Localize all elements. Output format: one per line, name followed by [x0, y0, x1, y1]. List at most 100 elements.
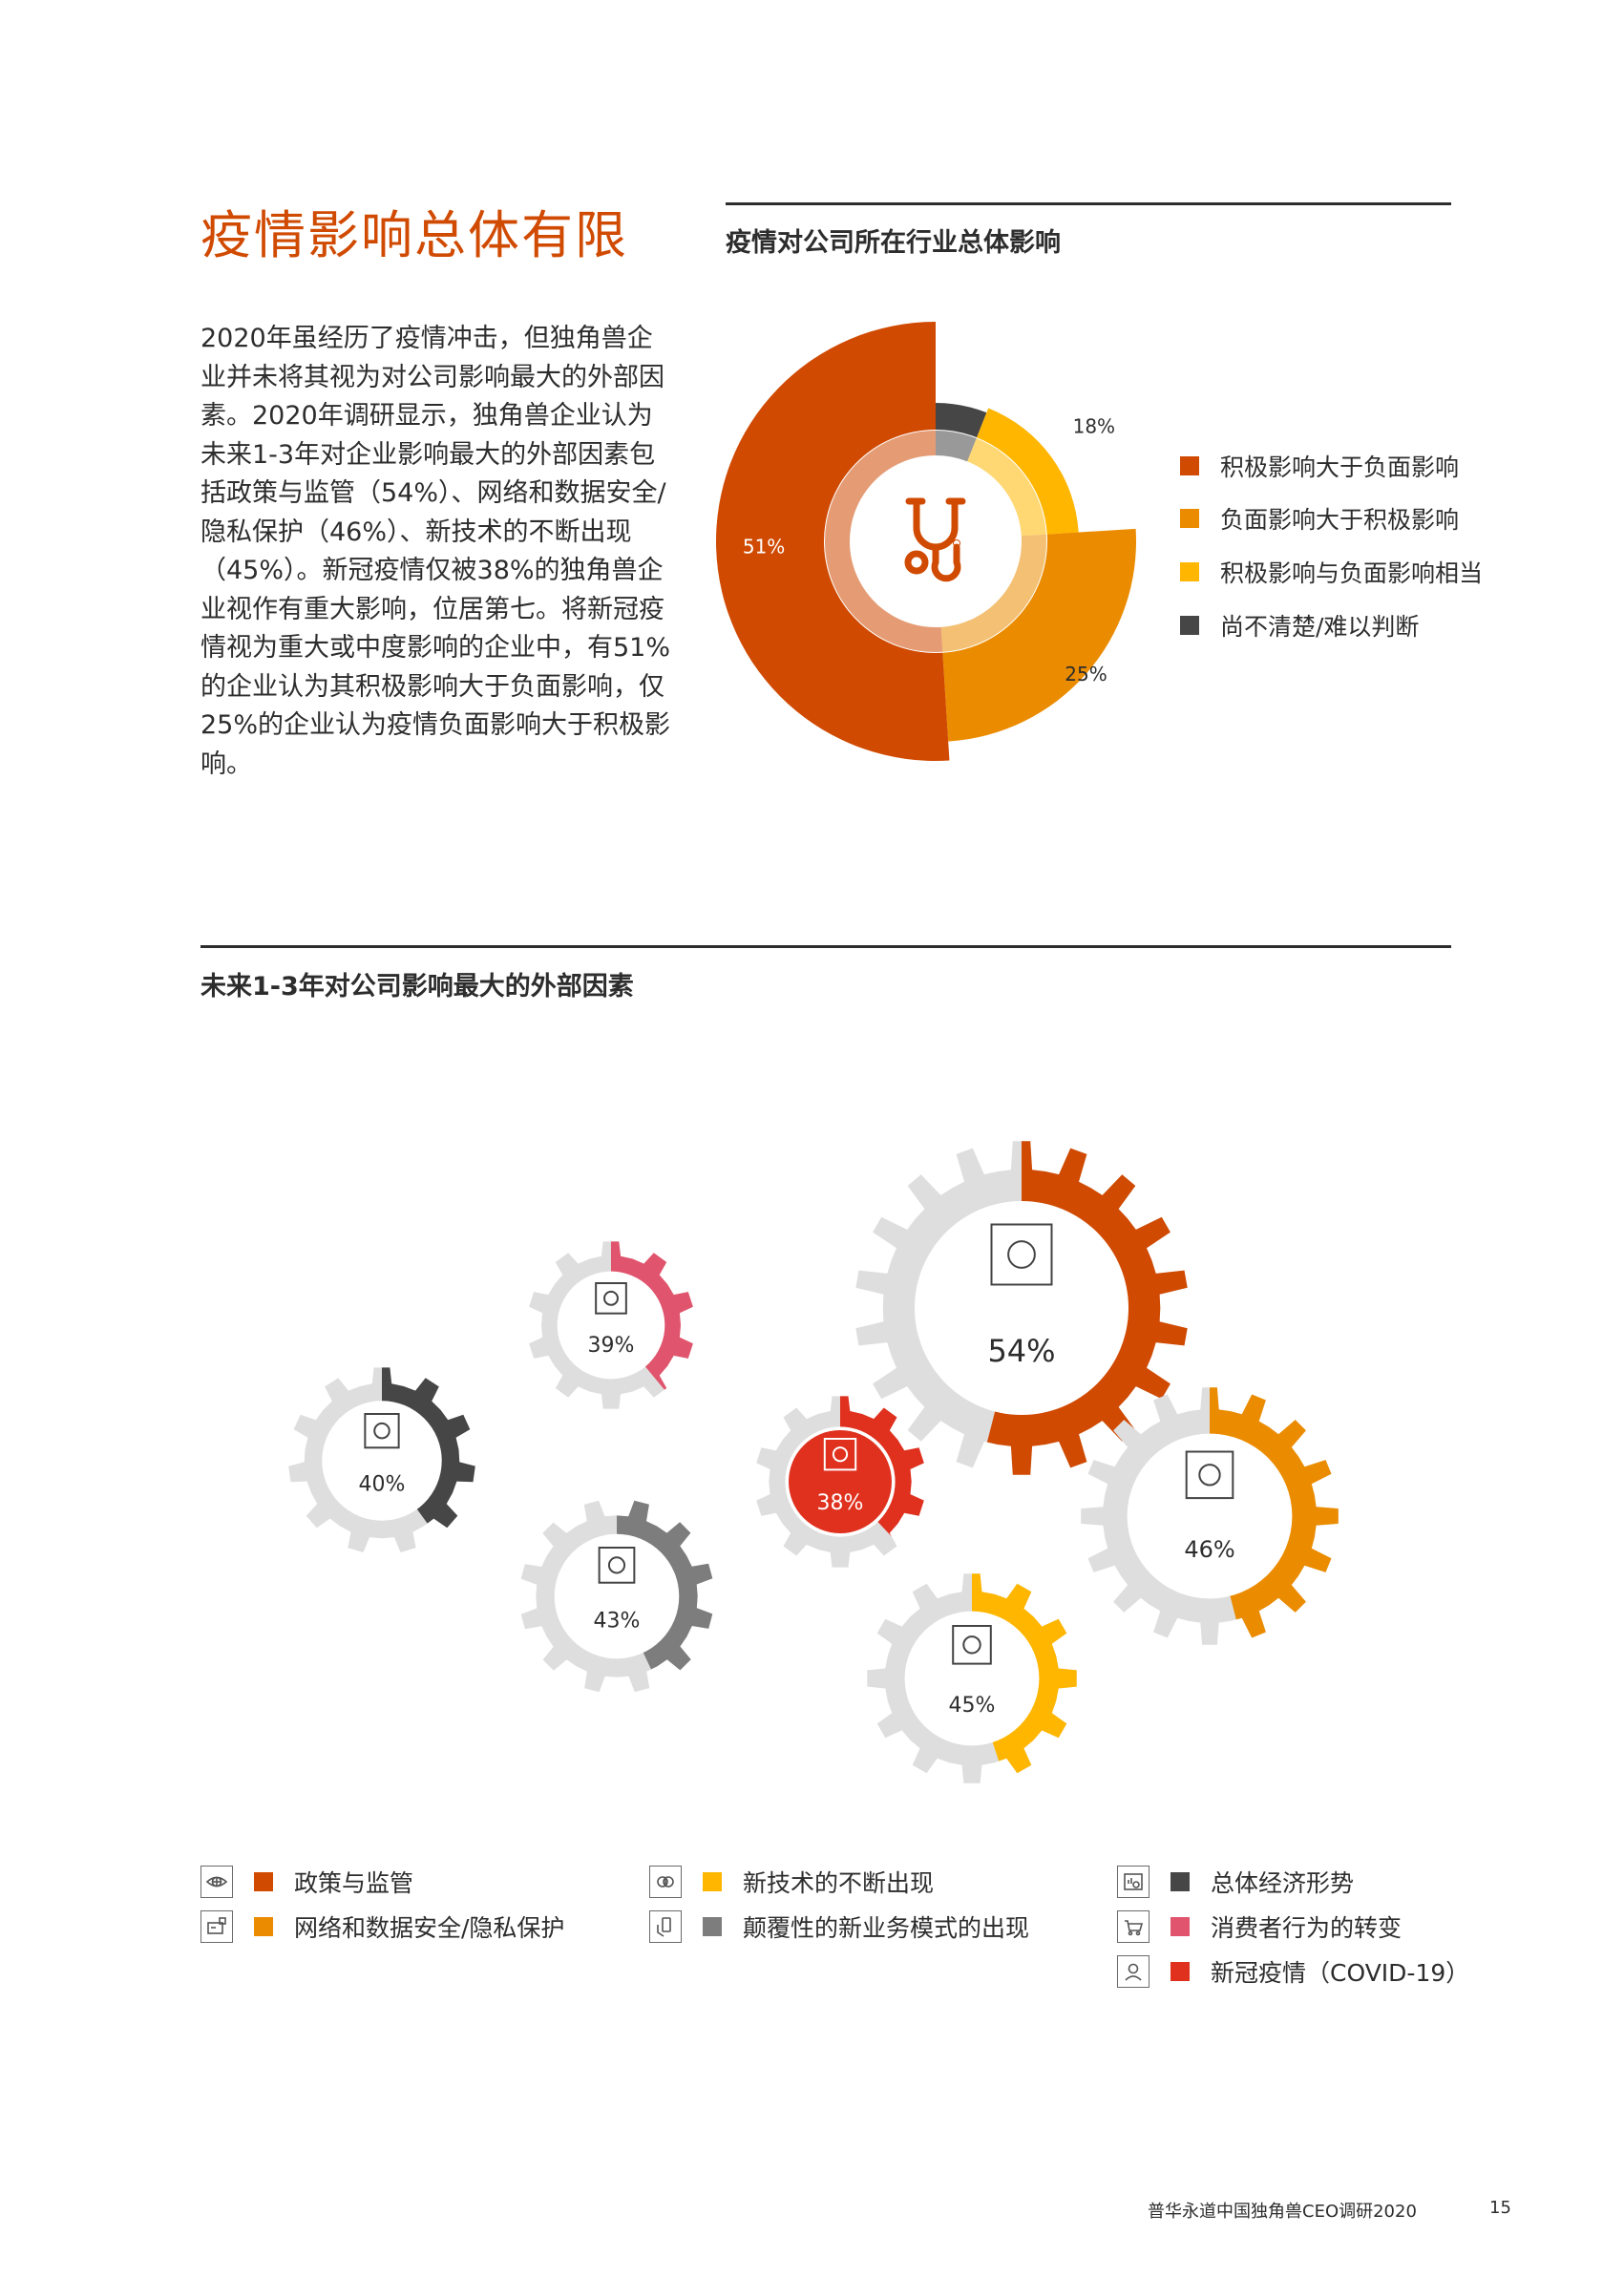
security-card-icon: [1185, 1450, 1234, 1500]
gear-hole: [554, 1533, 680, 1659]
gear-badge: [789, 1430, 892, 1533]
gear-6: 39%: [529, 1241, 693, 1409]
doctor-icon: [1117, 1955, 1149, 1988]
legend-swatch: [703, 1917, 722, 1936]
stethoscope-icon: [904, 497, 966, 582]
legend-swatch: [254, 1917, 273, 1936]
eye-icon: [990, 1223, 1053, 1286]
gear-value-label: 39%: [588, 1334, 635, 1358]
gear-legend-item-security: 网络和数据安全/隐私保护: [200, 1909, 564, 1944]
donut-slice: [977, 408, 1079, 535]
gear-legend-item-tech: 新技术的不断出现: [649, 1865, 934, 1899]
icon-detail: [1198, 1464, 1221, 1487]
icon-detail: [603, 1290, 619, 1306]
gear-hole: [1127, 1433, 1293, 1599]
gear-fill: [611, 1241, 693, 1409]
gear-4: 43%: [520, 1500, 713, 1693]
legend-swatch: [1180, 562, 1199, 581]
legend-swatch: [254, 1872, 273, 1891]
donut-inner-ring: [936, 431, 977, 462]
gear-fill: [840, 1396, 924, 1564]
legend-swatch: [1171, 1872, 1190, 1891]
gear-1: 54%: [855, 1141, 1188, 1475]
gear-legend-item-covid: 新冠疫情（COVID-19）: [1117, 1954, 1469, 1989]
gear-fill: [617, 1500, 713, 1693]
donut-inner-ring: [967, 438, 1046, 537]
donut-value-label: 6%: [957, 343, 987, 366]
brain-chip-icon: [649, 1866, 682, 1898]
shopping-cart-icon: [1117, 1910, 1149, 1943]
chart-magnifier-icon: [364, 1413, 400, 1449]
legend-label: 积极影响大于负面影响: [1220, 453, 1460, 481]
legend-label: 积极影响与负面影响相当: [1220, 559, 1484, 587]
icon-detail: [373, 1422, 390, 1440]
gear-hole: [904, 1611, 1040, 1746]
legend-label: 负面影响大于积极影响: [1220, 506, 1460, 534]
gear-legend-item-policy: 政策与监管: [200, 1865, 413, 1899]
donut-chart: 6% 18% 25% 51%: [715, 322, 1136, 761]
legend-label: 总体经济形势: [1211, 1869, 1355, 1897]
gear-hole: [915, 1201, 1128, 1415]
donut-value-label: 51%: [743, 536, 785, 559]
legend-item-equal: 积极影响与负面影响相当: [1180, 555, 1483, 589]
legend-label: 新冠疫情（COVID-19）: [1211, 1959, 1470, 1987]
gear-legend-item-economy: 总体经济形势: [1117, 1865, 1354, 1899]
page-number: 15: [1489, 2198, 1511, 2218]
legend-swatch: [1180, 456, 1199, 475]
intro-paragraph: 2020年虽经历了疫情冲击，但独角兽企业并未将其视为对公司影响最大的外部因素。2…: [200, 324, 671, 779]
donut-inner-ring: [940, 534, 1046, 652]
legend-label: 网络和数据安全/隐私保护: [294, 1914, 565, 1942]
gear-legend-item-disruption: 颠覆性的新业务模式的出现: [649, 1909, 1029, 1944]
phone-hand-icon: [598, 1547, 636, 1584]
donut-section-rule: [726, 202, 1451, 205]
donut-hole: [851, 456, 1021, 626]
legend-label: 新技术的不断出现: [743, 1869, 935, 1897]
legend-swatch: [1180, 616, 1199, 635]
gear-value-label: 38%: [817, 1491, 864, 1515]
icon-detail: [962, 1635, 981, 1655]
page-title: 疫情影响总体有限: [200, 205, 628, 265]
donut-slice: [936, 403, 987, 438]
legend-label: 颠覆性的新业务模式的出现: [743, 1914, 1030, 1942]
gear-value-label: 45%: [949, 1694, 996, 1718]
legend-item-unclear: 尚不清楚/难以判断: [1180, 608, 1419, 643]
gear-value-label: 40%: [359, 1472, 406, 1496]
gear-value-label: 43%: [594, 1610, 641, 1634]
donut-value-label: 25%: [1065, 663, 1107, 686]
donut-slice: [715, 322, 950, 761]
gear-value-label: 54%: [987, 1333, 1055, 1369]
shopping-cart-icon: [595, 1282, 627, 1315]
gear-fill: [382, 1367, 475, 1552]
gear-5: 40%: [288, 1367, 475, 1552]
icon-detail: [832, 1446, 849, 1463]
gear-legend-item-consumer: 消费者行为的转变: [1117, 1909, 1402, 1944]
brain-chip-icon: [952, 1625, 992, 1665]
chart-magnifier-icon: [1117, 1866, 1149, 1898]
gears-chart: 54% 46% 45% 43% 40% 39% 38%: [288, 1141, 1339, 1783]
gears-chart-title: 未来1-3年对公司影响最大的外部因素: [200, 972, 634, 1002]
donut-chart-title: 疫情对公司所在行业总体影响: [726, 228, 1061, 258]
security-card-icon: [200, 1910, 233, 1943]
gear-fill: [972, 1573, 1077, 1783]
legend-item-negative: 负面影响大于积极影响: [1180, 501, 1459, 536]
legend-swatch: [703, 1872, 722, 1891]
gear-2: 46%: [1081, 1387, 1339, 1645]
legend-swatch: [1180, 509, 1199, 528]
legend-swatch: [1171, 1917, 1190, 1936]
legend-label: 政策与监管: [294, 1869, 414, 1897]
gear-fill: [1210, 1387, 1339, 1645]
gear-value-label: 46%: [1184, 1536, 1234, 1563]
legend-item-positive: 积极影响大于负面影响: [1180, 449, 1459, 483]
footer-text: 普华永道中国独角兽CEO调研2020: [1148, 2202, 1417, 2222]
donut-inner-ring: [824, 431, 943, 652]
gear-hole: [322, 1401, 442, 1521]
gear-7: 38%: [756, 1396, 924, 1568]
legend-label: 尚不清楚/难以判断: [1220, 613, 1420, 641]
doctor-icon: [823, 1438, 857, 1471]
phone-hand-icon: [649, 1910, 682, 1943]
icon-detail: [1007, 1240, 1036, 1269]
eye-icon: [200, 1866, 233, 1898]
gears-section-rule: [200, 945, 1451, 948]
legend-swatch: [1171, 1962, 1190, 1981]
gear-hole: [557, 1271, 665, 1380]
